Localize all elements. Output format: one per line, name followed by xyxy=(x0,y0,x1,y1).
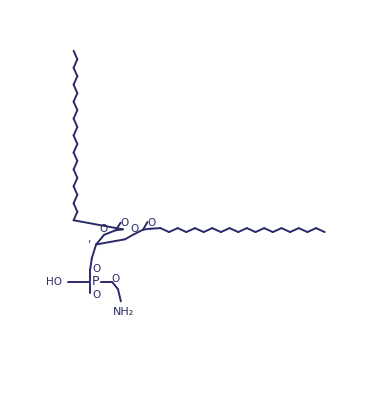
Text: ,: , xyxy=(87,233,91,244)
Text: O: O xyxy=(120,218,128,228)
Text: HO: HO xyxy=(46,277,62,287)
Text: P: P xyxy=(92,275,99,288)
Text: NH₂: NH₂ xyxy=(113,307,134,317)
Text: O: O xyxy=(92,290,100,300)
Text: O: O xyxy=(111,274,119,284)
Text: O: O xyxy=(99,224,108,234)
Text: O: O xyxy=(92,264,100,274)
Text: O: O xyxy=(131,224,139,234)
Circle shape xyxy=(92,278,100,286)
Text: O: O xyxy=(147,218,155,228)
